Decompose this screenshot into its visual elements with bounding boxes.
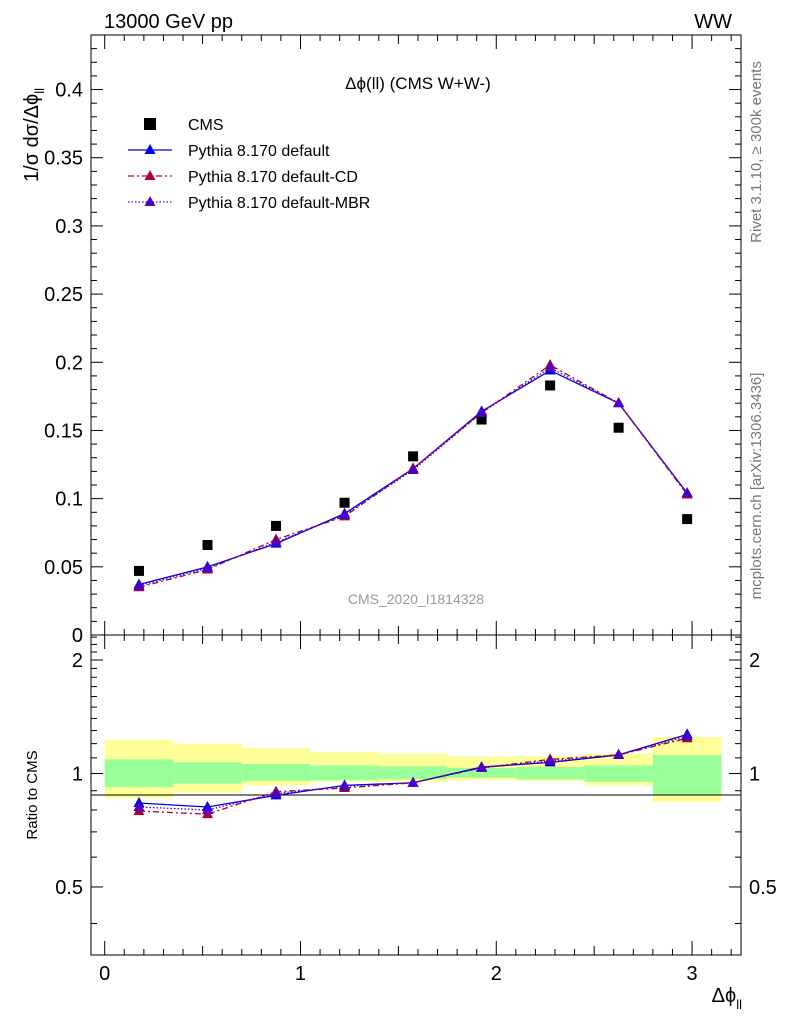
ratio-series-marker	[407, 776, 419, 787]
series-marker	[339, 509, 351, 519]
main-y-tick-label: 0.2	[55, 352, 83, 374]
ratio-series-group	[133, 728, 693, 819]
series-marker	[407, 464, 419, 474]
rivet-label: Rivet 3.1.10, ≥ 300k events	[748, 61, 765, 243]
main-y-axis-label: 1/σ dσ/Δϕll	[21, 88, 47, 182]
main-y-tick-label: 0.4	[55, 80, 83, 102]
cms-data-point	[545, 380, 556, 391]
main-series-1	[133, 364, 693, 589]
x-tick-label: 0	[99, 963, 110, 985]
series-line	[138, 366, 688, 587]
ratio-band-inner	[310, 765, 379, 781]
main-y-tick-label: 0.05	[44, 557, 83, 579]
cms-data-point	[682, 514, 693, 525]
ratio-band-inner	[447, 767, 516, 778]
x-axis-label: Δϕll	[712, 985, 742, 1012]
main-y-tick-label: 0	[72, 625, 83, 647]
ratio-y-tick-label: 2	[72, 650, 83, 672]
ratio-y-tick-label: 0.5	[55, 877, 83, 899]
cms-data-point	[408, 451, 419, 462]
main-y-tick-label: 0.25	[44, 284, 83, 306]
series-marker	[544, 361, 556, 372]
x-tick-label: 2	[491, 963, 502, 985]
ratio-band-inner	[652, 754, 722, 795]
main-series-2	[133, 359, 693, 592]
main-axis-ticks: 0 0.05 0.1 0.15 0.2 0.25 0.3 0.35 0.4	[44, 35, 741, 647]
ratio-series-2	[133, 730, 693, 815]
legend-entry-label: Pythia 8.170 default-CD	[188, 169, 358, 186]
ratio-axis-ticks: 0.5 0.5 1 1 2 2 0 1 2 3	[55, 635, 777, 985]
series-marker	[613, 397, 625, 408]
main-y-tick-label: 0.35	[44, 148, 83, 170]
header-process-label: WW	[694, 11, 732, 33]
x-axis-label-sub: ll	[736, 997, 742, 1012]
ratio-y-tick-label: 1	[72, 763, 83, 785]
series-marker	[133, 579, 145, 590]
header-energy-label: 13000 GeV pp	[104, 11, 233, 33]
cms-data-point	[339, 497, 350, 508]
ratio-band-inner	[515, 767, 585, 780]
main-series-group	[133, 359, 693, 592]
ratio-series-line	[138, 737, 688, 815]
main-y-axis-label-text: 1/σ dσ/Δϕ	[21, 94, 43, 182]
legend-entry-label: Pythia 8.170 default-MBR	[188, 195, 370, 212]
analysis-watermark: CMS_2020_I1814328	[348, 591, 484, 607]
legend: CMS Pythia 8.170 default Pythia 8.170 defa…	[128, 117, 370, 212]
x-tick-label: 3	[686, 963, 697, 985]
legend-marker-triangle	[144, 170, 156, 180]
main-y-tick-label: 0.1	[55, 489, 83, 511]
ratio-series-marker	[544, 754, 556, 765]
legend-marker-triangle	[144, 144, 156, 154]
cms-data-point	[476, 414, 487, 425]
x-axis-label-text: Δϕ	[712, 985, 737, 1007]
cms-data-point	[133, 565, 144, 576]
ratio-series-marker	[201, 804, 213, 815]
x-tick-label: 1	[295, 963, 306, 985]
series-marker	[270, 536, 282, 547]
series-line	[138, 369, 688, 586]
legend-marker-square	[144, 118, 156, 130]
cms-data-point	[613, 422, 624, 433]
main-y-tick-label: 0.15	[44, 420, 83, 442]
main-plot-panel: 0 0.05 0.1 0.15 0.2 0.25 0.3 0.35 0.4 Δϕ(ll) (CM…	[21, 34, 742, 647]
legend-entry-label: CMS	[188, 117, 224, 134]
ratio-uncertainty-bands	[104, 736, 722, 803]
series-marker	[681, 487, 693, 498]
ratio-y-axis-label: Ratio to CMS	[24, 750, 41, 839]
main-plot-title: Δϕ(ll) (CMS W+W-)	[345, 74, 491, 93]
ratio-series-marker	[339, 780, 351, 791]
mcplots-label: mcplots.cern.ch [arXiv:1306.3436]	[748, 373, 765, 600]
series-line	[138, 364, 688, 588]
legend-marker-triangle	[144, 196, 156, 206]
ratio-band-inner	[104, 759, 174, 788]
ratio-plot-frame	[90, 634, 742, 956]
ratio-series-marker	[476, 761, 488, 772]
ratio-band-inner	[584, 765, 653, 782]
ratio-series-marker	[270, 787, 282, 798]
series-marker	[476, 406, 488, 417]
ratio-y-tick-label-right: 1	[749, 763, 760, 785]
ratio-plot-panel: 0.5 0.5 1 1 2 2 0 1 2 3 Ratio to CMS Δϕll	[24, 634, 777, 1012]
ratio-band-inner	[378, 766, 448, 780]
main-y-tick-label: 0.3	[55, 216, 83, 238]
svg-text:1/σ dσ/Δϕll: 1/σ dσ/Δϕll	[21, 88, 47, 182]
series-marker	[201, 562, 213, 573]
ratio-series-marker	[133, 800, 145, 811]
main-y-axis-label-sub: ll	[32, 88, 47, 94]
ratio-y-tick-label-right: 2	[749, 650, 760, 672]
legend-entry-label: Pythia 8.170 default	[188, 143, 330, 160]
ratio-band-inner	[173, 762, 242, 784]
cms-data-point	[202, 540, 213, 550]
main-series-3	[133, 361, 693, 590]
main-series-0	[133, 380, 693, 576]
ratio-series-marker	[613, 748, 625, 759]
cms-data-point	[271, 520, 282, 531]
ratio-band-inner	[241, 763, 311, 782]
ratio-y-tick-label-right: 0.5	[749, 877, 777, 899]
ratio-series-marker	[681, 730, 693, 741]
